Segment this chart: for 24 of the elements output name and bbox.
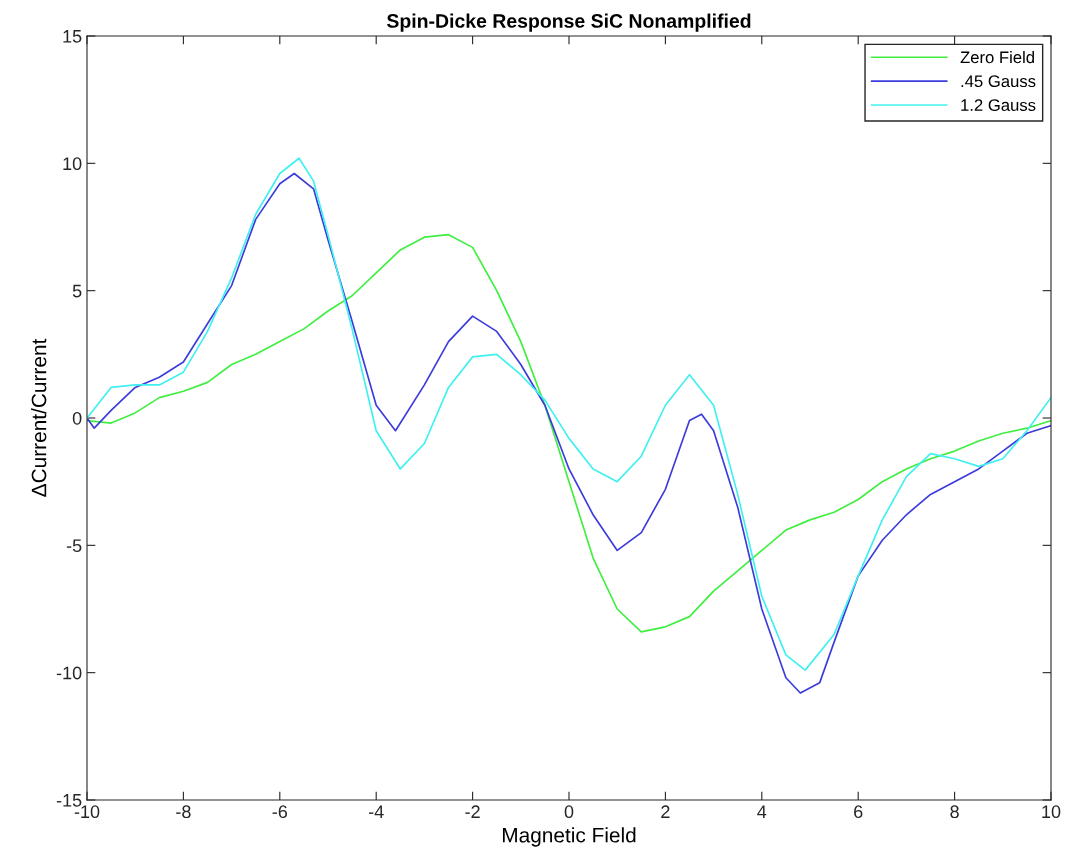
- legend-label: 1.2 Gauss: [961, 99, 1036, 111]
- x-tick-label: -6: [272, 805, 288, 819]
- y-tick-label: -5: [66, 539, 82, 553]
- x-tick-label: 10: [1042, 805, 1061, 819]
- y-tick-label: 10: [63, 157, 82, 171]
- legend-label: .45 Gauss: [961, 75, 1036, 88]
- y-tick-label: 5: [72, 284, 82, 298]
- chart-title: Spin-Dicke Response SiC Nonamplified: [386, 13, 751, 32]
- y-tick-label: -15: [56, 794, 82, 807]
- x-tick-label: 4: [757, 805, 767, 818]
- x-tick-label: 0: [564, 805, 574, 819]
- y-tick-label: 15: [63, 30, 82, 43]
- x-tick-label: -2: [465, 805, 480, 818]
- legend-label: Zero Field: [960, 51, 1034, 64]
- y-tick-label: 0: [72, 411, 82, 425]
- x-tick-label: 6: [854, 805, 863, 819]
- line-series: [87, 233, 1051, 633]
- y-tick-label: -10: [56, 666, 82, 680]
- x-tick-label: -4: [368, 805, 384, 818]
- x-tick-label: -8: [176, 805, 191, 819]
- y-axis-title: ΔCurrent/Current: [31, 338, 47, 497]
- x-tick-label: 2: [661, 805, 670, 818]
- x-axis-title: Magnetic Field: [502, 827, 636, 847]
- x-tick-label: 8: [950, 805, 959, 819]
